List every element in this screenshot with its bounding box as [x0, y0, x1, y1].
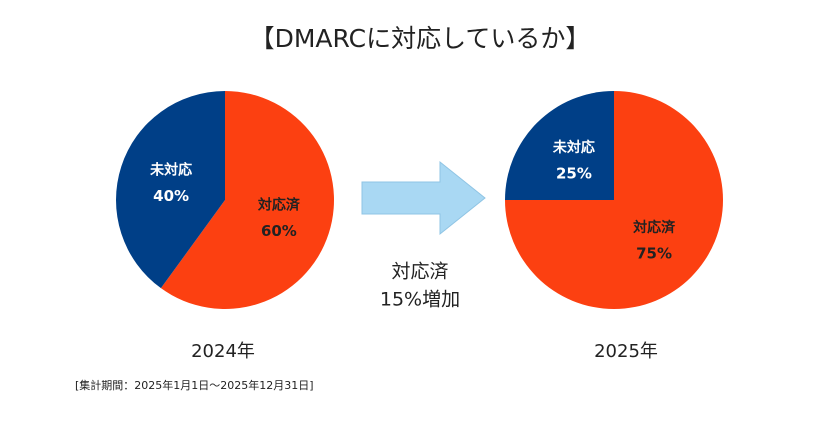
footnote: [集計期間：2025年1月1日～2025年12月31日] — [75, 378, 314, 392]
pie-slice — [160, 91, 334, 309]
chart-caption: 2024年 — [191, 341, 255, 362]
arrow — [361, 160, 486, 236]
annotation: 15%増加 — [380, 289, 460, 311]
slice-label: 未対応 — [150, 161, 192, 178]
value-label: 75% — [636, 245, 672, 263]
pie-slice — [505, 91, 614, 200]
value-label: 60% — [261, 222, 297, 240]
value-label: 40% — [153, 187, 189, 205]
pie-slice — [116, 91, 225, 289]
page-title: 【DMARCに対応しているか】 — [250, 24, 591, 53]
slice-label: 対応済 — [257, 197, 301, 214]
annotation: 対応済 — [391, 261, 448, 283]
value-label: 25% — [556, 164, 592, 182]
slice-label: 対応済 — [632, 219, 676, 236]
slice-label: 未対応 — [553, 139, 595, 156]
chart-caption: 2025年 — [594, 341, 658, 362]
